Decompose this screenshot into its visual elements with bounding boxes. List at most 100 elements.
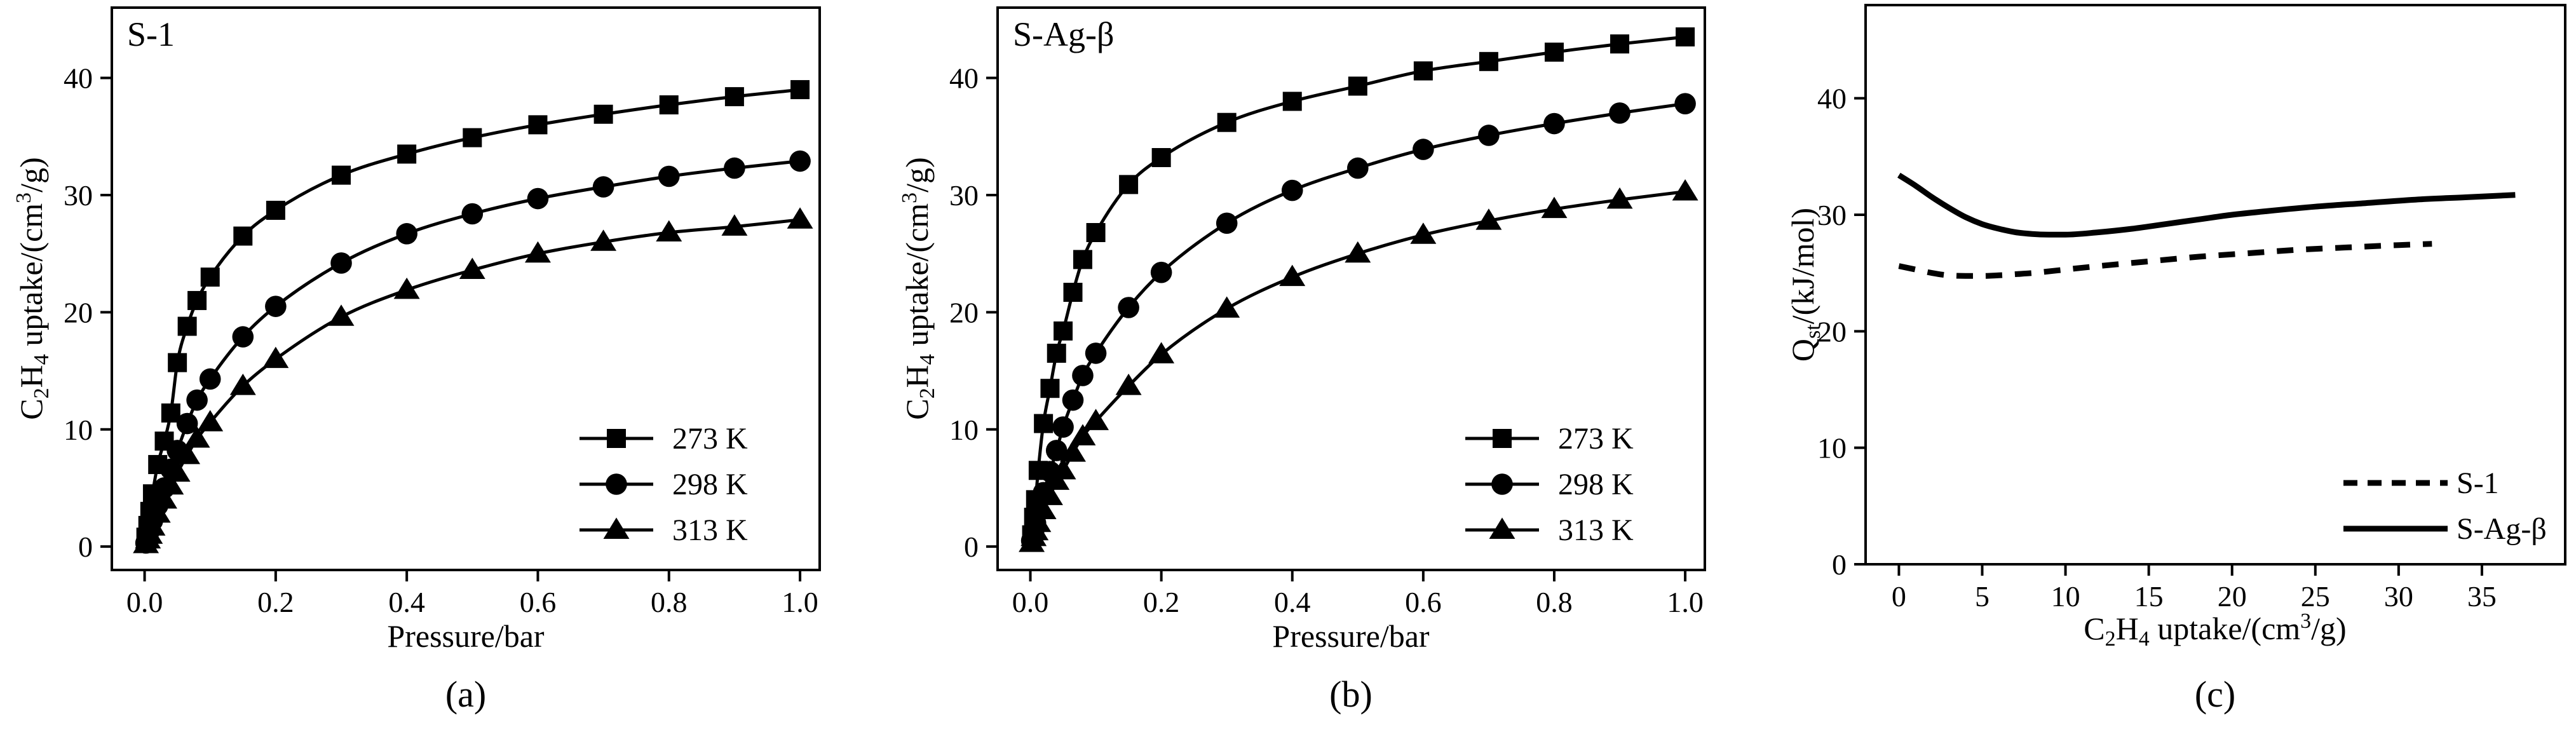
panel-a-caption: (a) [445,674,486,715]
panel-b-legend-label: 313 K [1558,513,1634,547]
panel-b-data-point-square [1047,343,1066,363]
panel-a-x-tick-label: 0.6 [520,586,557,618]
panel-a-data-point-circle [176,412,198,435]
panel-a-data-point-triangle [721,214,748,236]
panel-c-x-tick-label: 30 [2384,580,2413,613]
panel-b-data-point-square [1054,321,1073,341]
panel-b-data-point-square [1073,250,1092,269]
panel-a-data-point-square [161,403,180,423]
panel-b-data-point-triangle [1672,179,1698,201]
panel-b-data-point-circle [1543,112,1565,135]
panel-a-legend-marker-circle [606,473,627,495]
panel-b-x-tick-label: 0.0 [1012,586,1049,618]
panel-a-data-point-square [233,226,253,246]
panel-b-data-point-triangle [1025,510,1052,532]
panel-b-data-point-square [1544,43,1564,62]
panel-b-data-point-square [1413,61,1433,81]
panel-b-data-point-triangle [1069,424,1096,445]
panel-c-x-tick-label: 35 [2467,580,2497,613]
panel-a-data-point-circle [232,326,254,348]
panel-b-data-point-triangle [1050,458,1076,480]
panel-b-x-tick-label: 0.4 [1274,586,1311,618]
panel-a-data-point-circle [186,389,208,411]
panel-a-x-tick-label: 0.4 [388,586,425,618]
panel-a-data-point-square [790,80,810,100]
panel-b-data-point-circle [1150,261,1172,283]
panel-a-tag: S-1 [127,15,175,53]
panel-a-legend-label: 313 K [672,513,748,547]
panel-a-legend-label: 298 K [672,468,748,501]
panel-a-data-point-circle [527,187,549,210]
panel-b-data-point-triangle [1060,440,1086,462]
panel-b-caption: (b) [1329,674,1373,715]
panel-c-y-tick-label: 40 [1817,83,1847,115]
panel-a-data-point-triangle [197,410,224,431]
panel-b-x-tick-label: 0.8 [1536,586,1573,618]
panel-a-data-point-triangle [158,473,184,495]
panel-a-data-point-triangle [459,257,485,280]
panel-a-data-point-triangle [787,207,813,229]
panel-c-x-tick-label: 15 [2134,580,2164,613]
panel-b-data-point-circle [1413,139,1434,160]
panel-b-data-point-circle [1216,212,1238,234]
panel-a-data-point-square [397,144,417,164]
panel-b-data-point-triangle [1030,498,1057,520]
panel-b-data-point-circle [1674,93,1696,114]
panel-b-data-point-square [1034,414,1054,433]
panel-a-y-tick-label: 40 [64,62,93,95]
panel-b-x-tick-label: 0.6 [1405,586,1442,618]
panel-c-legend: S-1 S-Ag-β [2343,466,2547,546]
panel-a-data-point-square [168,353,187,372]
panel-b-data-point-triangle [1083,409,1109,430]
panel-a-data-point-triangle [229,374,256,395]
panel-b-s-ag-beta-isotherms: 0.0 0.2 0.4 0.6 0.8 1.0 0 10 20 30 40 S-Ag-β 273 K… [898,6,1706,715]
panel-a-data-point-triangle [144,501,171,523]
panel-a-data-point-triangle [151,487,177,509]
panel-a-x-tick-label: 1.0 [782,586,818,618]
panel-a-data-point-circle [396,223,417,245]
panel-b-y-tick-label: 10 [949,414,979,446]
panel-c-series-line-1 [1897,172,2516,238]
panel-a-data-point-square [177,316,197,336]
panel-a-plot-marks [133,80,813,554]
panel-b-data-point-triangle [1279,264,1306,287]
panel-b-data-point-square [1676,27,1695,47]
panel-b-axes-frame [996,6,1706,571]
panel-b-data-point-circle [1347,157,1369,179]
panel-b-legend-marker-square [1493,429,1512,448]
panel-a-s1-isotherms: 0.0 0.2 0.4 0.6 0.8 1.0 0 10 20 30 40 S-1 273 K 298… [12,6,821,715]
panel-b-data-point-circle [1118,297,1139,318]
panel-a-x-tick-label: 0.8 [651,586,688,618]
panel-b-legend-label: 273 K [1558,422,1634,456]
panel-b-legend: 273 K 298 K 313 K [1465,422,1634,547]
panel-b-data-point-circle [1281,179,1303,201]
panel-a-data-point-triangle [656,220,682,242]
panel-b-data-point-square [1282,92,1302,111]
panel-c-y-axis-title: Qst/(kJ/mol) [1785,208,1825,362]
panel-c-legend-label: S-Ag-β [2457,512,2547,546]
panel-a-data-point-square [659,95,679,115]
panel-b-data-point-square [1040,379,1060,398]
panel-a-y-tick-label: 0 [78,531,93,563]
panel-a-data-point-triangle [262,346,289,369]
panel-a-data-point-circle [330,252,352,274]
panel-a-y-tick-label: 20 [64,296,93,329]
panel-a-data-point-triangle [393,277,420,299]
panel-c-x-axis-title: C2H4 uptake/(cm3/g) [2084,609,2346,651]
panel-b-data-point-circle [1052,416,1074,438]
panel-a-data-point-triangle [174,442,201,465]
panel-c-y-tick-label: 30 [1817,199,1847,231]
panel-b-data-point-triangle [1606,187,1633,209]
panel-c-y-tick-label: 10 [1817,432,1847,465]
panel-c-series-line-0 [1898,241,2432,279]
panel-b-y-tick-label: 40 [949,62,979,95]
panel-b-data-point-triangle [1541,196,1568,219]
panel-b-legend-label: 298 K [1558,468,1634,501]
panel-b-data-point-square [1610,34,1630,54]
panel-b-data-point-triangle [1214,296,1240,318]
panel-b-data-point-triangle [1148,342,1175,363]
panel-b-data-point-square [1479,51,1498,71]
panel-b-data-point-triangle [1115,374,1142,395]
panel-a-data-point-triangle [164,460,191,482]
panel-a-ticks: 0.0 0.2 0.4 0.6 0.8 1.0 0 10 20 30 40 [64,62,818,618]
